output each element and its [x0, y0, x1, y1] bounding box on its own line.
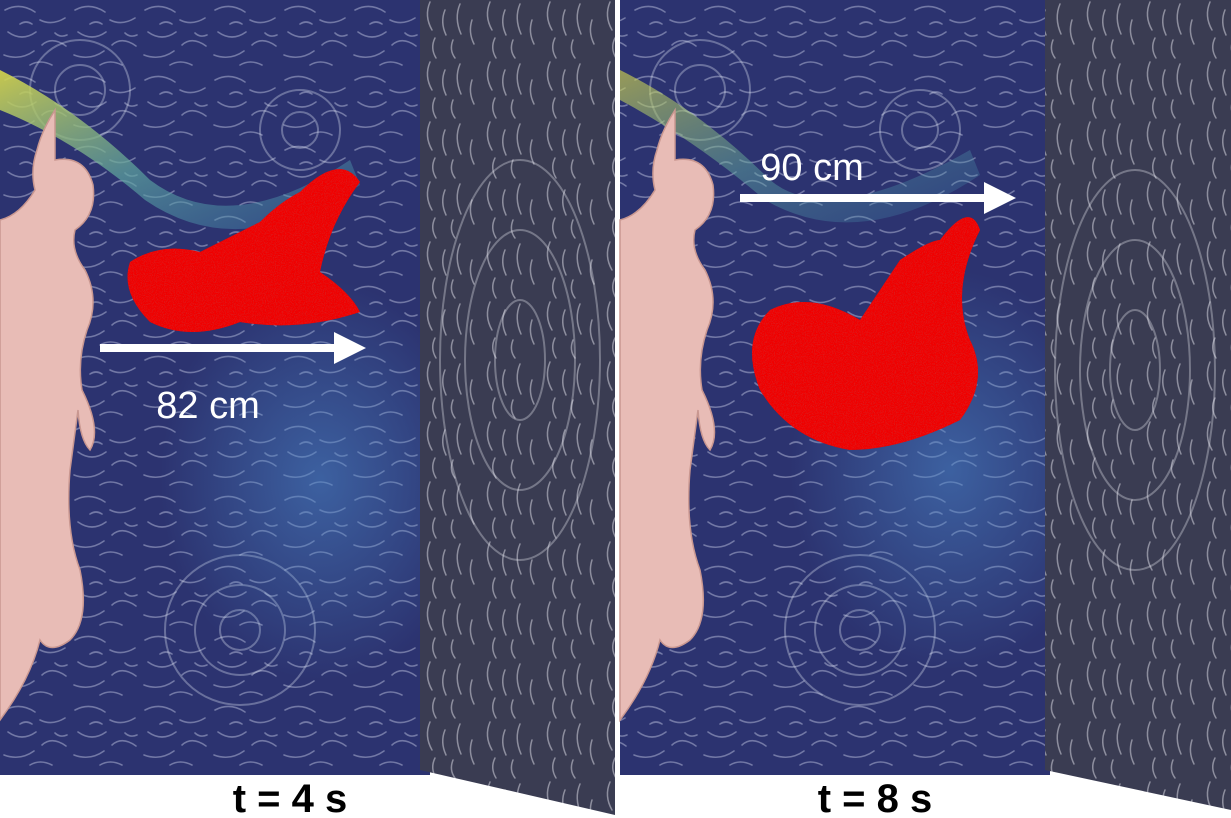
figure: 82 cm t = 4 s 90 cm t = 8 s	[0, 0, 1231, 818]
distance-label: 82 cm	[156, 385, 259, 427]
side-wall	[420, 0, 615, 815]
time-label: t = 8 s	[818, 777, 933, 818]
distance-label: 90 cm	[760, 147, 863, 189]
time-label: t = 4 s	[233, 777, 348, 818]
side-wall	[1045, 0, 1231, 810]
panel-right: 90 cm t = 8 s	[620, 0, 1231, 818]
page: 82 cm t = 4 s 90 cm t = 8 s (() => { con…	[0, 0, 1231, 818]
panel-left: 82 cm t = 4 s	[0, 0, 615, 818]
